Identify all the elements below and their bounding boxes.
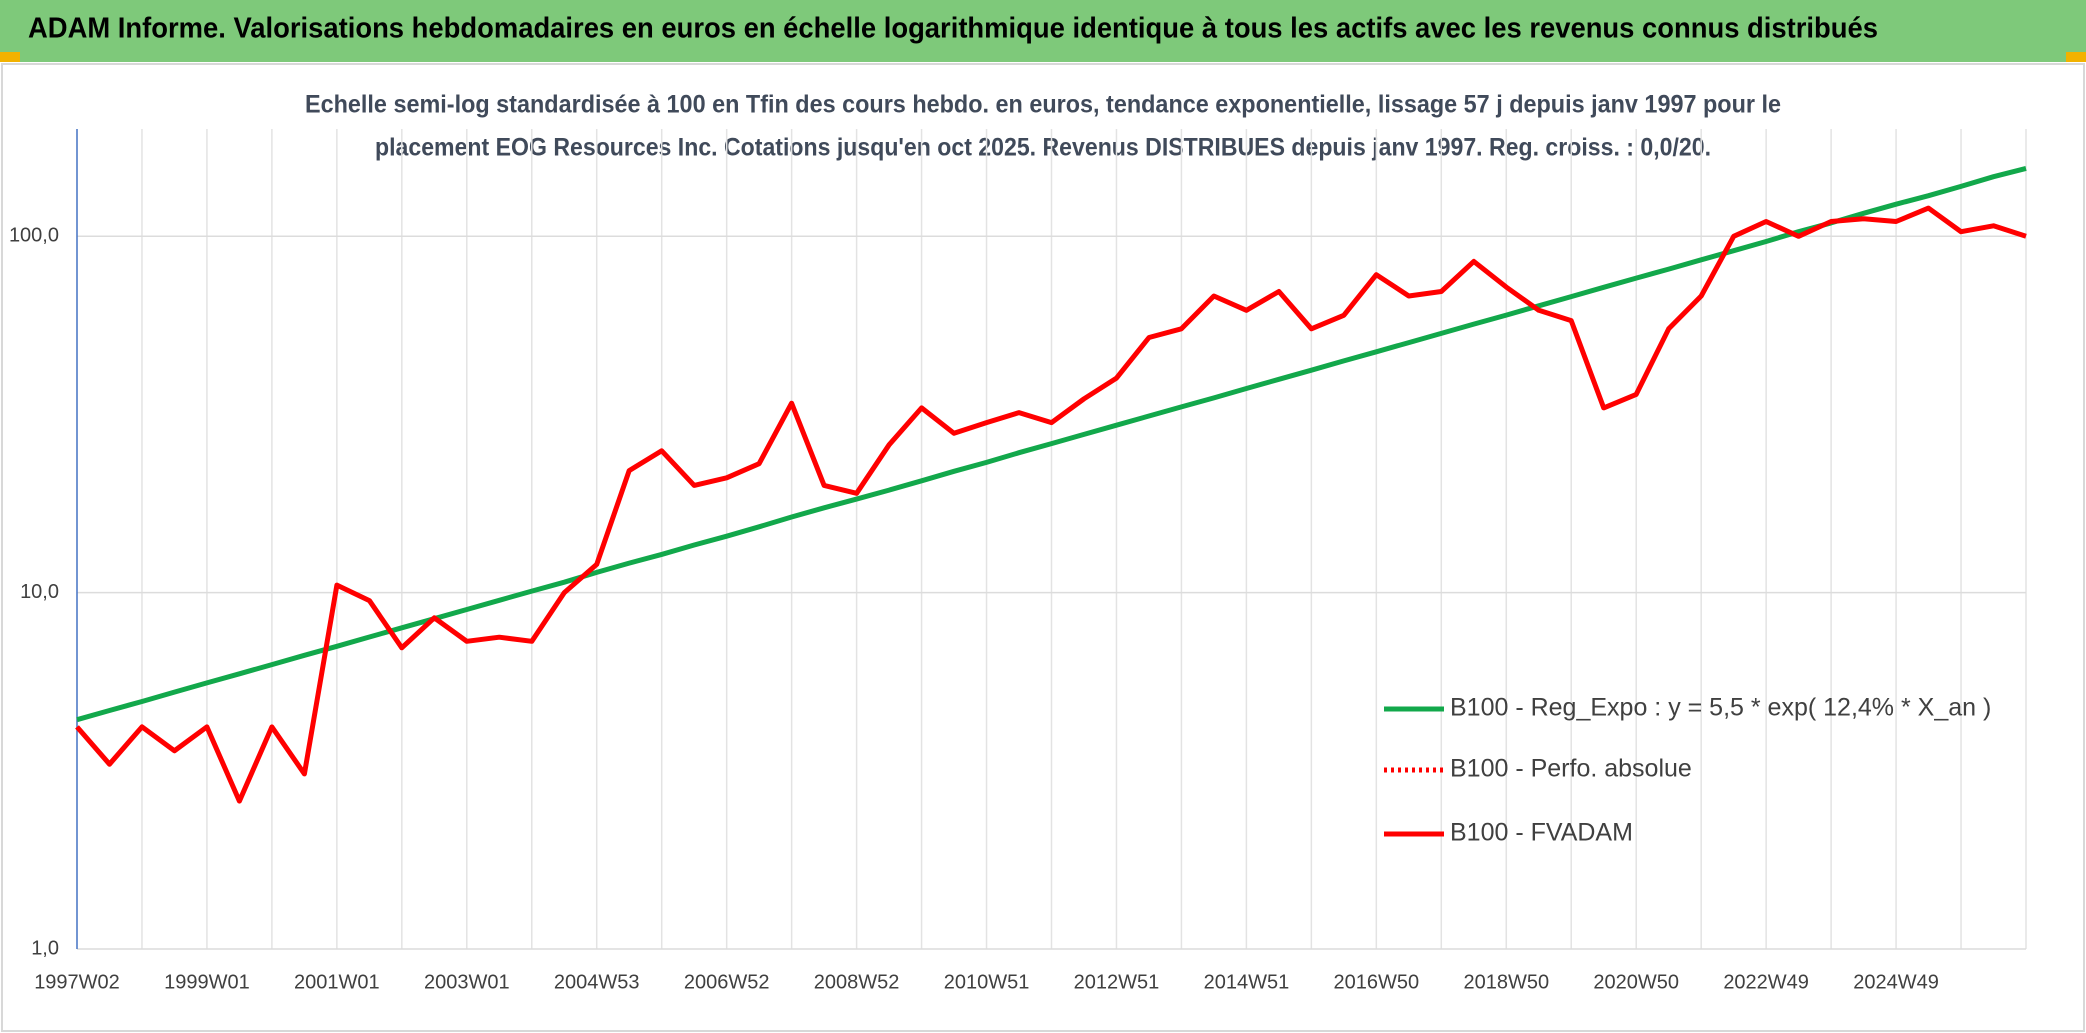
y-tick-label: 10,0 [20, 581, 59, 603]
legend-label: B100 - Perfo. absolue [1450, 755, 1692, 783]
x-tick-label: 2024W49 [1853, 971, 1939, 993]
x-tick-label: 2004W53 [554, 971, 640, 993]
title-bar [0, 0, 2086, 62]
chart-subtitle: Echelle semi-log standardisée à 100 en T… [305, 91, 1781, 119]
x-tick-label: 2003W01 [424, 971, 510, 993]
frame [1, 63, 2085, 1032]
x-tick-label: 2020W50 [1593, 971, 1679, 993]
x-tick-label: 2006W52 [684, 971, 770, 993]
corner [0, 52, 20, 62]
x-tick-label: 2008W52 [814, 971, 900, 993]
chart-subtitle: placement EOG Resources Inc. Cotations j… [375, 134, 1711, 162]
chart-title: ADAM Informe. Valorisations hebdomadaire… [28, 13, 1878, 45]
x-tick-label: 2010W51 [944, 971, 1030, 993]
y-tick-label: 1,0 [31, 937, 59, 959]
series-line [76, 165, 2027, 723]
legend-label: B100 - Reg_Expo : y = 5,5 * exp( 12,4% *… [1450, 694, 1991, 722]
x-tick-label: 1999W01 [164, 971, 250, 993]
x-tick-label: 2012W51 [1074, 971, 1160, 993]
legend-label: B100 - FVADAM [1450, 819, 1633, 847]
x-tick-label: 1997W02 [34, 971, 120, 993]
x-tick-label: 2022W49 [1723, 971, 1809, 993]
x-tick-label: 2001W01 [294, 971, 380, 993]
plot-area [75, 165, 2027, 804]
x-tick-label: 2016W50 [1334, 971, 1420, 993]
series-line [75, 205, 2027, 804]
grid: 1997W02 1999W01 2001W01 2003W01 2004W53 2006W… [9, 129, 2027, 993]
x-tick-label: 2018W50 [1463, 971, 1549, 993]
corner [2066, 52, 2086, 62]
y-tick-label: 100,0 [9, 225, 59, 247]
legend: B100 - Reg_Expo : y = 5,5 * exp( 12,4% *… [1384, 694, 1991, 847]
x-tick-label: 2014W51 [1204, 971, 1290, 993]
